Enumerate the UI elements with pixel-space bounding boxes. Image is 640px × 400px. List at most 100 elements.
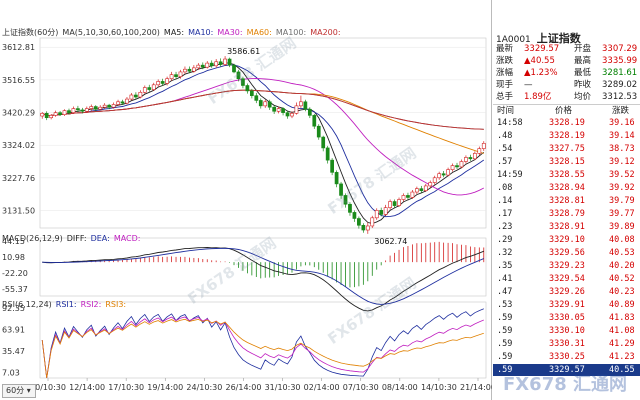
tick-change: 40.20: [609, 261, 635, 271]
tick-change: 40.23: [609, 287, 635, 297]
candle-body: [116, 101, 120, 105]
candle-body: [187, 68, 192, 72]
tick-change: 39.52: [609, 170, 635, 180]
tick-row[interactable]: .23 3328.91 39.89: [493, 221, 640, 233]
tick-time: .59: [497, 313, 513, 323]
y-tick-label: 3516.55: [2, 76, 35, 85]
candle-body: [232, 64, 236, 73]
candle-body: [316, 125, 321, 138]
stock-code: 1A0001: [496, 35, 531, 45]
candle-body: [134, 94, 138, 98]
legend-entry: MA10:: [188, 28, 214, 37]
x-tick-label: 12/14:00: [69, 383, 105, 392]
macd-y-tick-label: 10.98: [2, 253, 25, 262]
candle-body: [419, 188, 424, 191]
quote-label: 最高: [574, 56, 592, 66]
x-tick-label: 26/14:00: [225, 383, 261, 392]
tick-row[interactable]: .08 3328.94 39.92: [493, 182, 640, 194]
ma-line: [42, 89, 484, 130]
main-legend: 上证指数(60分) MA(5,10,30,60,100,200) MA5: MA10:…: [2, 27, 345, 38]
tick-row[interactable]: .59 3330.05 41.83: [493, 312, 640, 324]
chart-area[interactable]: 3612.81 3516.55 3420.29 3324.02 3227.76 3131.…: [0, 0, 492, 400]
tick-row[interactable]: .59 3330.25 41.23: [493, 351, 640, 363]
candle-body: [401, 195, 406, 200]
candle-body: [89, 106, 94, 109]
tick-time: .59: [497, 339, 513, 349]
tick-row[interactable]: .47 3329.26 40.23: [493, 286, 640, 298]
quote-value: 3312.53: [602, 92, 638, 102]
tick-row[interactable]: 14:58 3328.19 39.16: [493, 117, 640, 129]
tick-change: 40.53: [609, 248, 635, 258]
candle-body: [450, 165, 455, 170]
period-selector-button[interactable]: 60分 ▾: [2, 384, 36, 398]
quote-value: ▲40.55: [524, 56, 555, 66]
candle-body: [98, 106, 103, 110]
header-price: 价格: [555, 106, 573, 116]
candle-body: [192, 67, 196, 72]
header-change: 涨跌: [612, 106, 630, 116]
header-time: 时间: [497, 106, 515, 116]
quote-label: 均价: [574, 92, 592, 102]
tick-row[interactable]: .59 3330.10 41.08: [493, 325, 640, 337]
tick-price: 3329.23: [549, 261, 585, 271]
tick-time: .59: [497, 365, 513, 375]
tick-row[interactable]: 14:59 3328.55 39.52: [493, 169, 640, 181]
macd-y-tick-label: -55.37: [2, 285, 28, 294]
tick-time: .08: [497, 183, 513, 193]
candle-body: [245, 85, 250, 92]
candle-body: [107, 104, 111, 108]
y-tick-label: 3131.50: [2, 207, 35, 216]
legend-entry: RSI(6,12,24): [2, 300, 52, 309]
tick-row[interactable]: .59 3329.57 40.55: [493, 364, 640, 376]
candle-body: [392, 201, 397, 206]
quote-label: 开盘: [574, 44, 592, 54]
x-tick-label: 21/14:00: [460, 383, 492, 392]
legend-entry: MA5:: [163, 28, 185, 37]
candle-body: [428, 182, 433, 187]
tick-row[interactable]: .17 3328.79 39.77: [493, 208, 640, 220]
legend-entry: DIFF:: [66, 234, 87, 243]
tick-row[interactable]: .53 3329.91 40.89: [493, 299, 640, 311]
tick-row[interactable]: .59 3330.31 41.29: [493, 338, 640, 350]
macd-y-tick-label: 44.15: [2, 237, 25, 246]
tick-time: .32: [497, 248, 513, 258]
legend-entry: MA100:: [275, 28, 307, 37]
y-tick-label: 3420.29: [2, 109, 35, 118]
candle-body: [93, 106, 98, 110]
tick-row[interactable]: .57 3328.15 39.12: [493, 156, 640, 168]
kline-chart[interactable]: 3612.81 3516.55 3420.29 3324.02 3227.76 3131.…: [0, 0, 492, 400]
tick-change: 41.29: [609, 339, 635, 349]
macd-y-tick-label: -22.20: [2, 269, 28, 278]
tick-row[interactable]: .14 3328.81 39.79: [493, 195, 640, 207]
tick-time: .57: [497, 157, 513, 167]
tick-row[interactable]: .29 3329.10 40.08: [493, 234, 640, 246]
tick-time: .14: [497, 196, 513, 206]
candle-body: [49, 115, 54, 119]
tick-row[interactable]: .48 3328.19 39.14: [493, 130, 640, 142]
candle-body: [196, 64, 201, 69]
tick-time: .48: [497, 131, 513, 141]
candle-body: [410, 191, 415, 198]
quote-row: 涨跌 ▲40.55 最高 3335.99: [496, 56, 637, 67]
tick-price: 3329.10: [549, 235, 585, 245]
tick-row[interactable]: .32 3329.56 40.53: [493, 247, 640, 259]
tick-row[interactable]: .41 3329.54 40.52: [493, 273, 640, 285]
legend-entry: RSI2:: [80, 300, 102, 309]
rsi-y-tick-label: 92.35: [2, 304, 25, 313]
candle-body: [151, 84, 156, 90]
candle-body: [76, 108, 80, 111]
tick-row[interactable]: .35 3329.23 40.20: [493, 260, 640, 272]
candle-body: [111, 104, 116, 108]
candle-body: [160, 81, 165, 84]
macd-legend: MACD(26,12,9) DIFF: DEA: MACD:: [2, 234, 145, 243]
tick-row[interactable]: .54 3327.75 38.73: [493, 143, 640, 155]
macd-dea-line: [42, 247, 484, 305]
candle-body: [120, 101, 125, 104]
candle-body: [357, 218, 361, 226]
candle-body: [307, 108, 312, 116]
candle-body: [459, 161, 464, 168]
candle-body: [71, 108, 76, 113]
candle-body: [183, 68, 187, 73]
candle-body: [339, 183, 343, 196]
tick-change: 41.23: [609, 352, 635, 362]
